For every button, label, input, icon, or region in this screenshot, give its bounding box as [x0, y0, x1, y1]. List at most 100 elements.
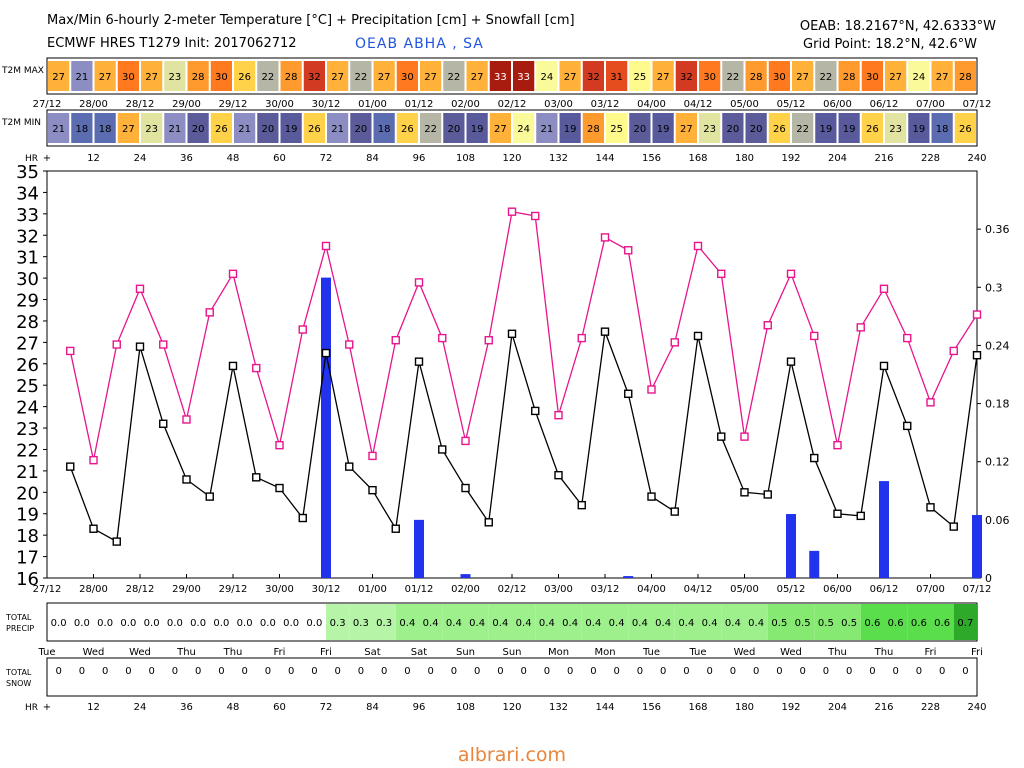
- t2m-max-cell: [861, 61, 883, 91]
- t2m-max-cell-value: 28: [285, 72, 298, 83]
- t2m-max-cell-value: 28: [959, 72, 972, 83]
- y-tick-label: 24: [16, 398, 39, 419]
- min-temp-point: [159, 419, 168, 428]
- total-precip-cell: [349, 604, 373, 640]
- hr-tick-top: 120: [502, 153, 521, 164]
- hr-tick-top: 192: [781, 153, 800, 164]
- total-precip-cell: [465, 604, 489, 640]
- day-tick: Tue: [37, 647, 55, 658]
- t2m-max-cell: [722, 61, 744, 91]
- total-snow-frame: [46, 657, 978, 697]
- max-temp-point: [693, 241, 703, 251]
- date-tick-top: 02/00: [451, 99, 480, 110]
- day-tick: Wed: [780, 647, 802, 658]
- total-precip-value: 0.4: [469, 618, 485, 629]
- t2m-max-cell: [48, 61, 70, 91]
- t2m-max-cell-value: 30: [215, 72, 228, 83]
- max-temp-point: [112, 340, 121, 349]
- hr-tick-top: 240: [967, 153, 986, 164]
- max-temp-point: [740, 432, 749, 441]
- hr-tick-top: 12: [87, 153, 100, 164]
- day-tick: Thu: [223, 647, 243, 658]
- date-tick-top: 04/12: [684, 99, 713, 110]
- hr-tick-bottom: 204: [828, 702, 847, 713]
- total-precip-cell: [488, 604, 512, 640]
- day-tick: Wed: [83, 647, 105, 658]
- t2m-min-cell: [257, 113, 279, 143]
- date-tick-bottom: 01/12: [405, 584, 434, 595]
- date-tick-bottom: 06/12: [870, 584, 899, 595]
- min-temp-point: [786, 357, 796, 366]
- date-tick-top: 30/12: [312, 99, 341, 110]
- t2m-min-cell-value: 18: [99, 124, 112, 135]
- hr-tick-bottom: 144: [595, 702, 614, 713]
- max-temp-point: [531, 211, 540, 221]
- day-tick: Mon: [548, 647, 569, 658]
- t2m-min-cell-value: 26: [215, 124, 228, 135]
- t2m-max-cell: [117, 61, 139, 91]
- total-precip-cell: [791, 604, 815, 640]
- total-precip-value: 0.3: [330, 618, 346, 629]
- t2m-max-cell: [303, 61, 325, 91]
- t2m-min-cell: [606, 113, 628, 143]
- total-snow-value: 0: [102, 666, 108, 677]
- t2m-min-cell: [722, 113, 744, 143]
- min-temp-point: [414, 357, 424, 366]
- t2m-min-cell: [141, 113, 163, 143]
- total-precip-value: 0.6: [911, 618, 927, 629]
- hr-tick-bottom: 228: [921, 702, 940, 713]
- max-temp-point: [391, 336, 400, 345]
- hr-tick-top: 216: [874, 153, 893, 164]
- date-tick-top: 05/00: [730, 99, 759, 110]
- total-precip-label: TOTAL: [5, 613, 32, 622]
- min-temp-point: [391, 524, 400, 533]
- date-tick-top: 07/00: [916, 99, 945, 110]
- min-temp-point: [693, 331, 703, 341]
- t2m-max-cell-value: 28: [843, 72, 856, 83]
- t2m-max-cell: [652, 61, 674, 91]
- max-temp-point: [414, 278, 424, 287]
- hr-tick-bottom: 60: [273, 702, 286, 713]
- t2m-min-cell-value: 27: [680, 124, 693, 135]
- min-temp-point: [321, 348, 331, 358]
- total-precip-cell: [581, 604, 605, 640]
- hr-tick-bottom: 108: [456, 702, 475, 713]
- max-temp-point: [600, 233, 610, 242]
- min-temp-point: [810, 453, 819, 463]
- total-snow-value: 0: [404, 666, 410, 677]
- total-precip-cell: [814, 604, 838, 640]
- t2m-min-cell-value: 25: [610, 124, 623, 135]
- min-temp-point: [833, 509, 842, 518]
- precip-bar: [972, 515, 982, 578]
- total-snow-value: 0: [288, 666, 294, 677]
- min-temp-point: [252, 473, 261, 482]
- day-tick: Wed: [734, 647, 756, 658]
- t2m-min-cell: [931, 113, 953, 143]
- t2m-max-cell-value: 27: [889, 72, 902, 83]
- t2m-max-cell-value: 26: [238, 72, 251, 83]
- total-precip-value: 0.4: [609, 618, 625, 629]
- hr-tick-bottom: 48: [227, 702, 240, 713]
- hr-tick-bottom: 96: [413, 702, 426, 713]
- t2m-max-cell-value: 27: [936, 72, 949, 83]
- total-precip-cell: [558, 604, 582, 640]
- total-precip-value: 0.0: [306, 618, 322, 629]
- y2-tick-label: 0.24: [985, 339, 1010, 352]
- y-tick-label: 17: [16, 548, 39, 569]
- total-snow-value: 0: [334, 666, 340, 677]
- t2m-min-cell-value: 21: [169, 124, 182, 135]
- hr-tick-top: 108: [456, 153, 475, 164]
- date-tick-bottom: 04/00: [637, 584, 666, 595]
- total-snow-value: 0: [265, 666, 271, 677]
- max-temp-point: [461, 436, 470, 446]
- t2m-min-cell: [350, 113, 372, 143]
- day-tick: Sun: [502, 647, 521, 658]
- y-tick-label: 20: [16, 483, 39, 504]
- watermark-text: albrari.com: [457, 744, 567, 766]
- t2m-max-cell-value: 30: [122, 72, 135, 83]
- hr-tick-top: 132: [549, 153, 568, 164]
- y2-tick-label: 0.06: [985, 514, 1010, 527]
- min-temp-point: [531, 406, 540, 416]
- t2m-max-cell: [536, 61, 558, 91]
- total-precip-cell: [953, 604, 977, 640]
